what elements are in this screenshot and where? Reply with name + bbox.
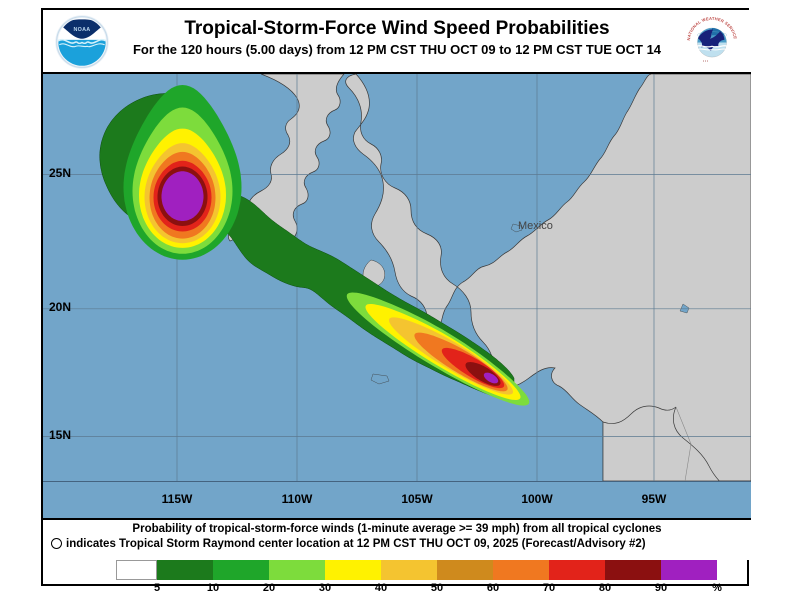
svg-text:Mexico: Mexico bbox=[518, 220, 553, 232]
svg-text:• • •: • • • bbox=[703, 59, 708, 63]
svg-text:NOAA: NOAA bbox=[74, 27, 91, 33]
